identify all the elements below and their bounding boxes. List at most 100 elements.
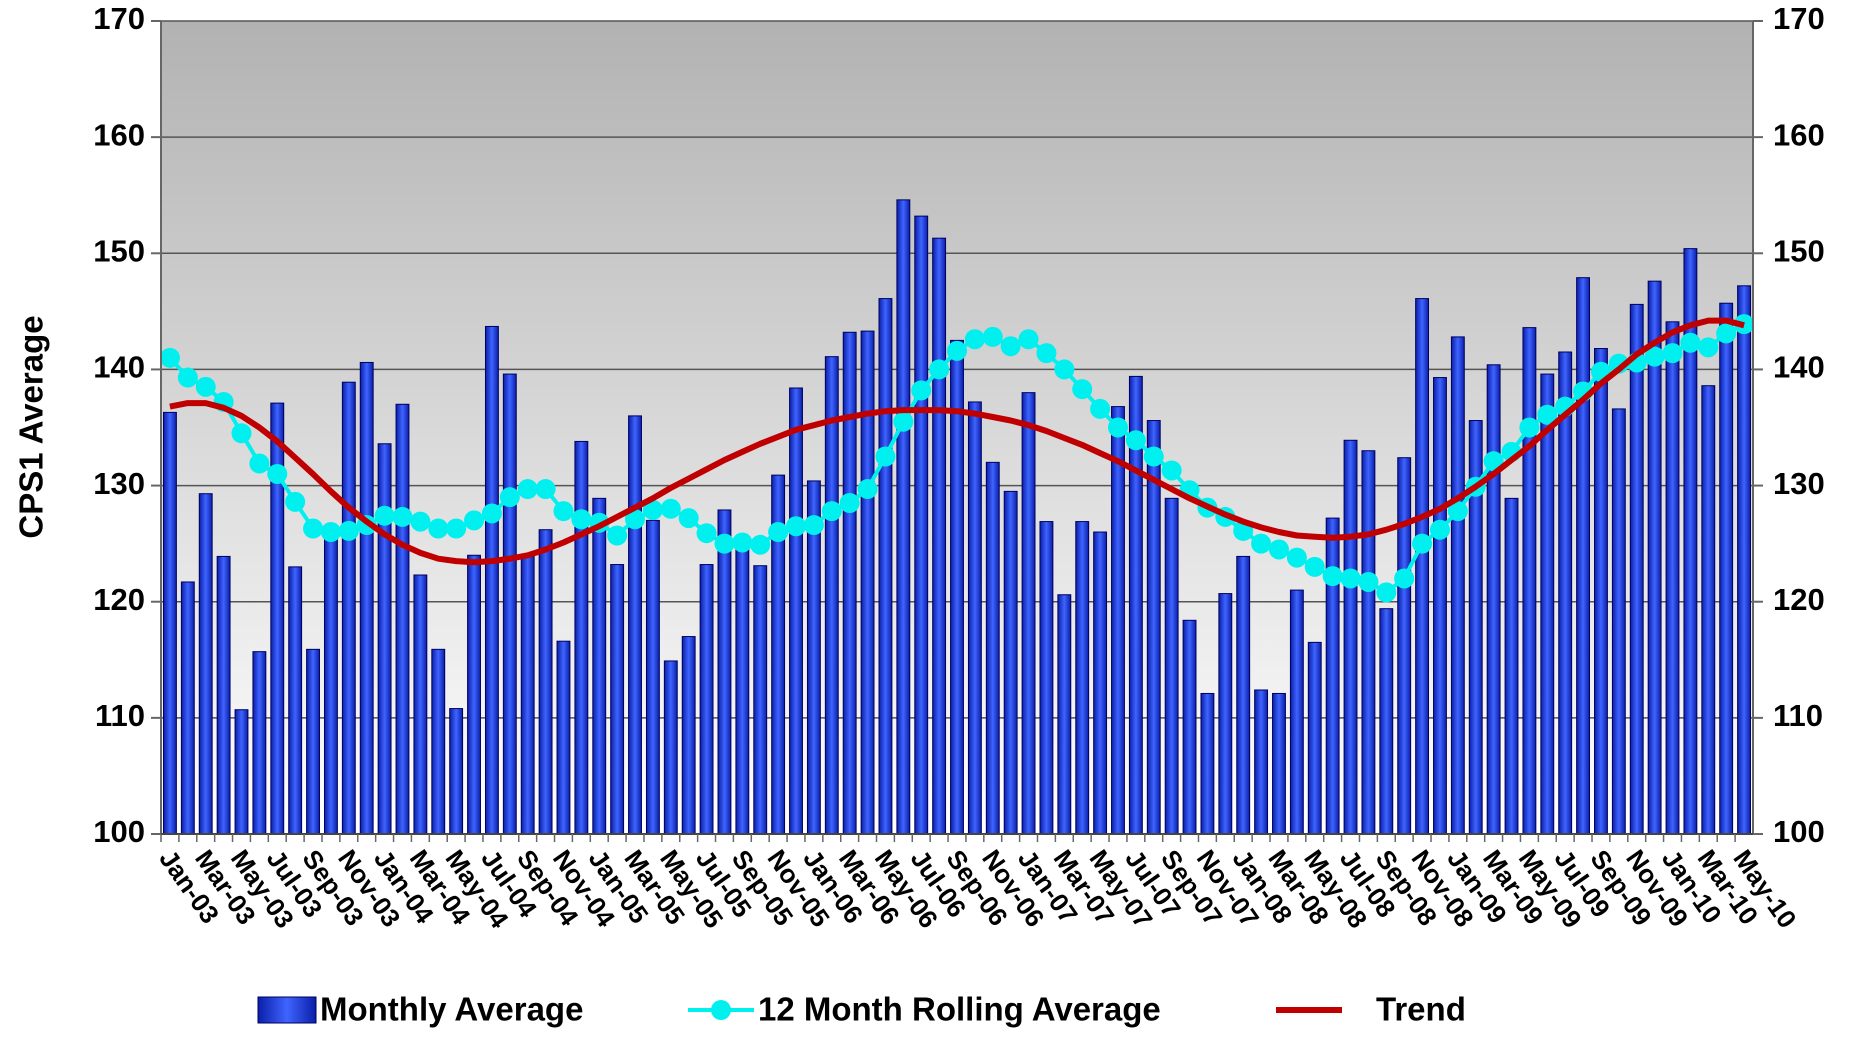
- bar: [1397, 457, 1412, 835]
- marker: [1286, 547, 1307, 568]
- bar: [1361, 450, 1376, 835]
- bar: [1218, 593, 1233, 835]
- bar: [377, 443, 392, 835]
- marker: [875, 446, 896, 467]
- bar: [1629, 303, 1644, 835]
- marker: [249, 453, 270, 474]
- bar: [467, 554, 481, 835]
- bar: [1093, 531, 1108, 835]
- y-axis-title: CPS1 Average: [13, 315, 50, 538]
- marker: [642, 499, 663, 520]
- bar: [1289, 589, 1304, 835]
- bar: [1576, 277, 1591, 835]
- y2-tick-label: 140: [1773, 350, 1825, 385]
- y-tick-label: 130: [93, 466, 145, 501]
- bar: [1236, 555, 1251, 835]
- marker: [1251, 533, 1272, 554]
- marker: [964, 329, 985, 350]
- bar: [1433, 377, 1447, 835]
- bar: [610, 564, 625, 835]
- bar: [1343, 439, 1358, 835]
- bar: [842, 331, 857, 835]
- y-tick-label: 120: [93, 582, 145, 617]
- marker: [267, 463, 288, 484]
- bar: [502, 373, 517, 835]
- marker: [803, 515, 824, 536]
- marker: [553, 501, 574, 522]
- marker: [446, 518, 467, 539]
- marker: [285, 491, 306, 512]
- marker: [893, 411, 914, 432]
- bar: [484, 325, 499, 835]
- legend-marker: [711, 1000, 731, 1020]
- bar: [395, 403, 410, 835]
- bar: [753, 565, 768, 835]
- bar: [556, 640, 571, 835]
- bar: [1307, 641, 1322, 835]
- marker: [1537, 404, 1558, 425]
- marker: [374, 505, 395, 526]
- marker: [982, 326, 1003, 347]
- bar: [1701, 385, 1716, 835]
- marker: [1358, 571, 1379, 592]
- marker: [177, 367, 198, 388]
- marker: [517, 479, 538, 500]
- marker: [1716, 323, 1737, 344]
- bar: [645, 519, 660, 835]
- marker: [947, 340, 967, 361]
- bar: [198, 493, 213, 835]
- marker: [1072, 379, 1093, 400]
- y-tick-label: 150: [93, 233, 145, 268]
- marker: [1018, 329, 1039, 350]
- marker: [1429, 519, 1450, 540]
- bar: [1325, 517, 1340, 835]
- marker: [1644, 346, 1665, 367]
- marker: [911, 380, 932, 401]
- bar: [878, 298, 893, 835]
- bar: [1182, 619, 1197, 835]
- marker: [714, 533, 735, 554]
- y-tick-label: 140: [93, 350, 145, 385]
- bar: [288, 566, 303, 835]
- bar: [234, 709, 249, 835]
- bar: [252, 651, 267, 835]
- bar: [1075, 521, 1090, 835]
- y2-tick-label: 170: [1773, 1, 1825, 36]
- y2-tick-label: 160: [1773, 117, 1825, 152]
- bar: [699, 564, 714, 835]
- bar: [359, 361, 374, 835]
- marker: [1322, 566, 1343, 587]
- marker: [392, 506, 413, 527]
- marker: [607, 525, 628, 546]
- marker: [839, 492, 860, 513]
- bar: [1665, 321, 1680, 835]
- marker: [1340, 568, 1361, 589]
- bar: [628, 415, 642, 835]
- marker: [571, 509, 592, 530]
- bar: [1415, 298, 1430, 835]
- marker: [1090, 398, 1111, 419]
- bar: [1540, 373, 1555, 835]
- marker: [1268, 539, 1289, 560]
- bar: [431, 648, 446, 835]
- marker: [195, 376, 216, 397]
- bar: [216, 555, 231, 835]
- marker: [1394, 568, 1415, 589]
- bar: [520, 555, 535, 835]
- marker: [857, 479, 878, 500]
- line: [169, 317, 1745, 566]
- marker: [1519, 417, 1540, 438]
- bar: [413, 574, 428, 835]
- y2-tick-label: 100: [1773, 814, 1825, 849]
- bar: [180, 581, 195, 835]
- marker: [660, 498, 681, 519]
- marker: [338, 520, 359, 541]
- y2-tick-label: 130: [1773, 466, 1825, 501]
- bar: [914, 215, 929, 835]
- bar: [735, 543, 750, 835]
- bar: [323, 525, 338, 835]
- marker: [1698, 337, 1719, 358]
- bar: [1719, 302, 1734, 835]
- bar: [1200, 692, 1215, 835]
- bar: [1254, 689, 1269, 835]
